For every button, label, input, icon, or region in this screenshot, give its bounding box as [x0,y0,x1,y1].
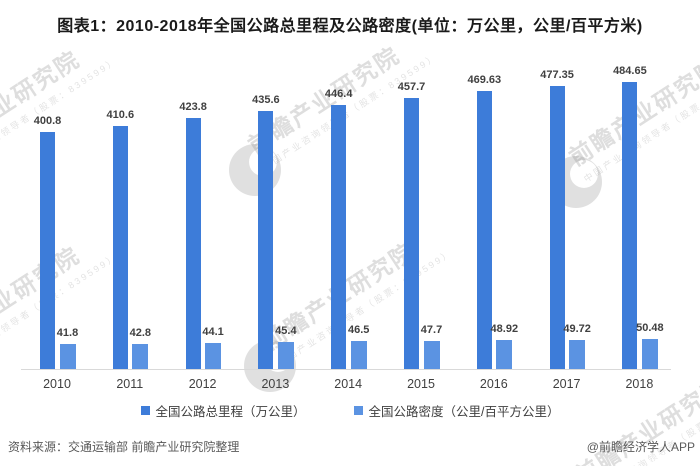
x-axis-label-2012: 2012 [188,377,217,391]
bar-density-2010 [59,344,76,369]
source-text: 资料来源：交通运输部 前瞻产业研究院整理 [8,440,240,454]
footer: 资料来源：交通运输部 前瞻产业研究院整理 @前瞻经济学人APP [8,438,695,455]
bar-density-2015 [423,340,440,369]
x-axis-label-2014: 2014 [334,377,363,391]
bar-density-2016 [496,340,513,369]
bar-total-mileage-2015 [404,97,419,369]
x-axis-label-2016: 2016 [479,377,508,391]
x-axis-label-2017: 2017 [552,377,581,391]
x-axis-label-2018: 2018 [625,377,654,391]
bar-density-2017 [569,339,586,369]
bar-density-2014 [350,341,367,369]
bar-total-mileage-2017 [549,86,565,369]
x-axis-label-2011: 2011 [116,377,144,391]
bar-total-mileage-2014 [331,104,347,369]
value-label-density-2012: 44.1 [202,325,224,338]
legend: 全国公路总里程（万公里） 全国公路密度（公里/百平方公里） [0,401,700,420]
credit-text: @前瞻经济学人APP [586,440,695,454]
legend-label-total-mileage: 全国公路总里程（万公里） [155,405,306,419]
bar-density-2012 [205,342,222,369]
value-label-density-2014: 46.5 [347,324,370,337]
value-label-density-2011: 42.8 [129,326,151,339]
legend-marker-density-icon [353,406,363,415]
x-axis-label-2015: 2015 [407,377,435,391]
legend-item-total-mileage: 全国公路总里程（万公里） [140,401,306,420]
bar-density-2018 [641,339,658,369]
value-label-density-2010: 41.8 [56,327,79,340]
bar-total-mileage-2012 [185,117,201,369]
bar-total-mileage-2018 [622,81,638,369]
value-label-density-2016: 48.92 [490,323,519,336]
value-label-total-mileage-2010: 400.8 [33,114,62,127]
value-label-density-2018: 50.48 [636,322,664,335]
value-label-density-2015: 47.7 [420,323,443,336]
x-axis-line [21,369,671,370]
value-label-total-mileage-2014: 446.4 [324,87,353,100]
bar-total-mileage-2013 [258,110,274,369]
bar-density-2013 [277,342,294,369]
legend-marker-total-mileage-icon [140,406,150,415]
value-label-density-2013: 45.4 [275,325,297,338]
bar-total-mileage-2011 [112,125,128,369]
x-axis-label-2013: 2013 [261,377,290,391]
value-label-density-2017: 49.72 [563,322,591,335]
value-label-total-mileage-2012: 423.8 [179,100,207,113]
value-label-total-mileage-2018: 484.65 [613,64,647,77]
bar-density-2011 [132,343,149,369]
chart-title: 图表1：2010-2018年全国公路总里程及公路密度(单位：万公里，公里/百平方… [57,18,643,35]
x-axis-label-2010: 2010 [43,377,71,391]
bar-total-mileage-2010 [40,131,55,369]
legend-label-density: 全国公路密度（公里/百平方公里） [368,405,560,419]
value-label-total-mileage-2017: 477.35 [540,69,574,82]
value-label-total-mileage-2015: 457.7 [397,80,426,93]
value-label-total-mileage-2013: 435.6 [252,93,280,106]
value-label-total-mileage-2011: 410.6 [106,108,135,121]
legend-item-density: 全国公路密度（公里/百平方公里） [353,401,560,420]
bar-total-mileage-2016 [476,90,492,369]
value-label-total-mileage-2016: 469.63 [467,73,502,86]
